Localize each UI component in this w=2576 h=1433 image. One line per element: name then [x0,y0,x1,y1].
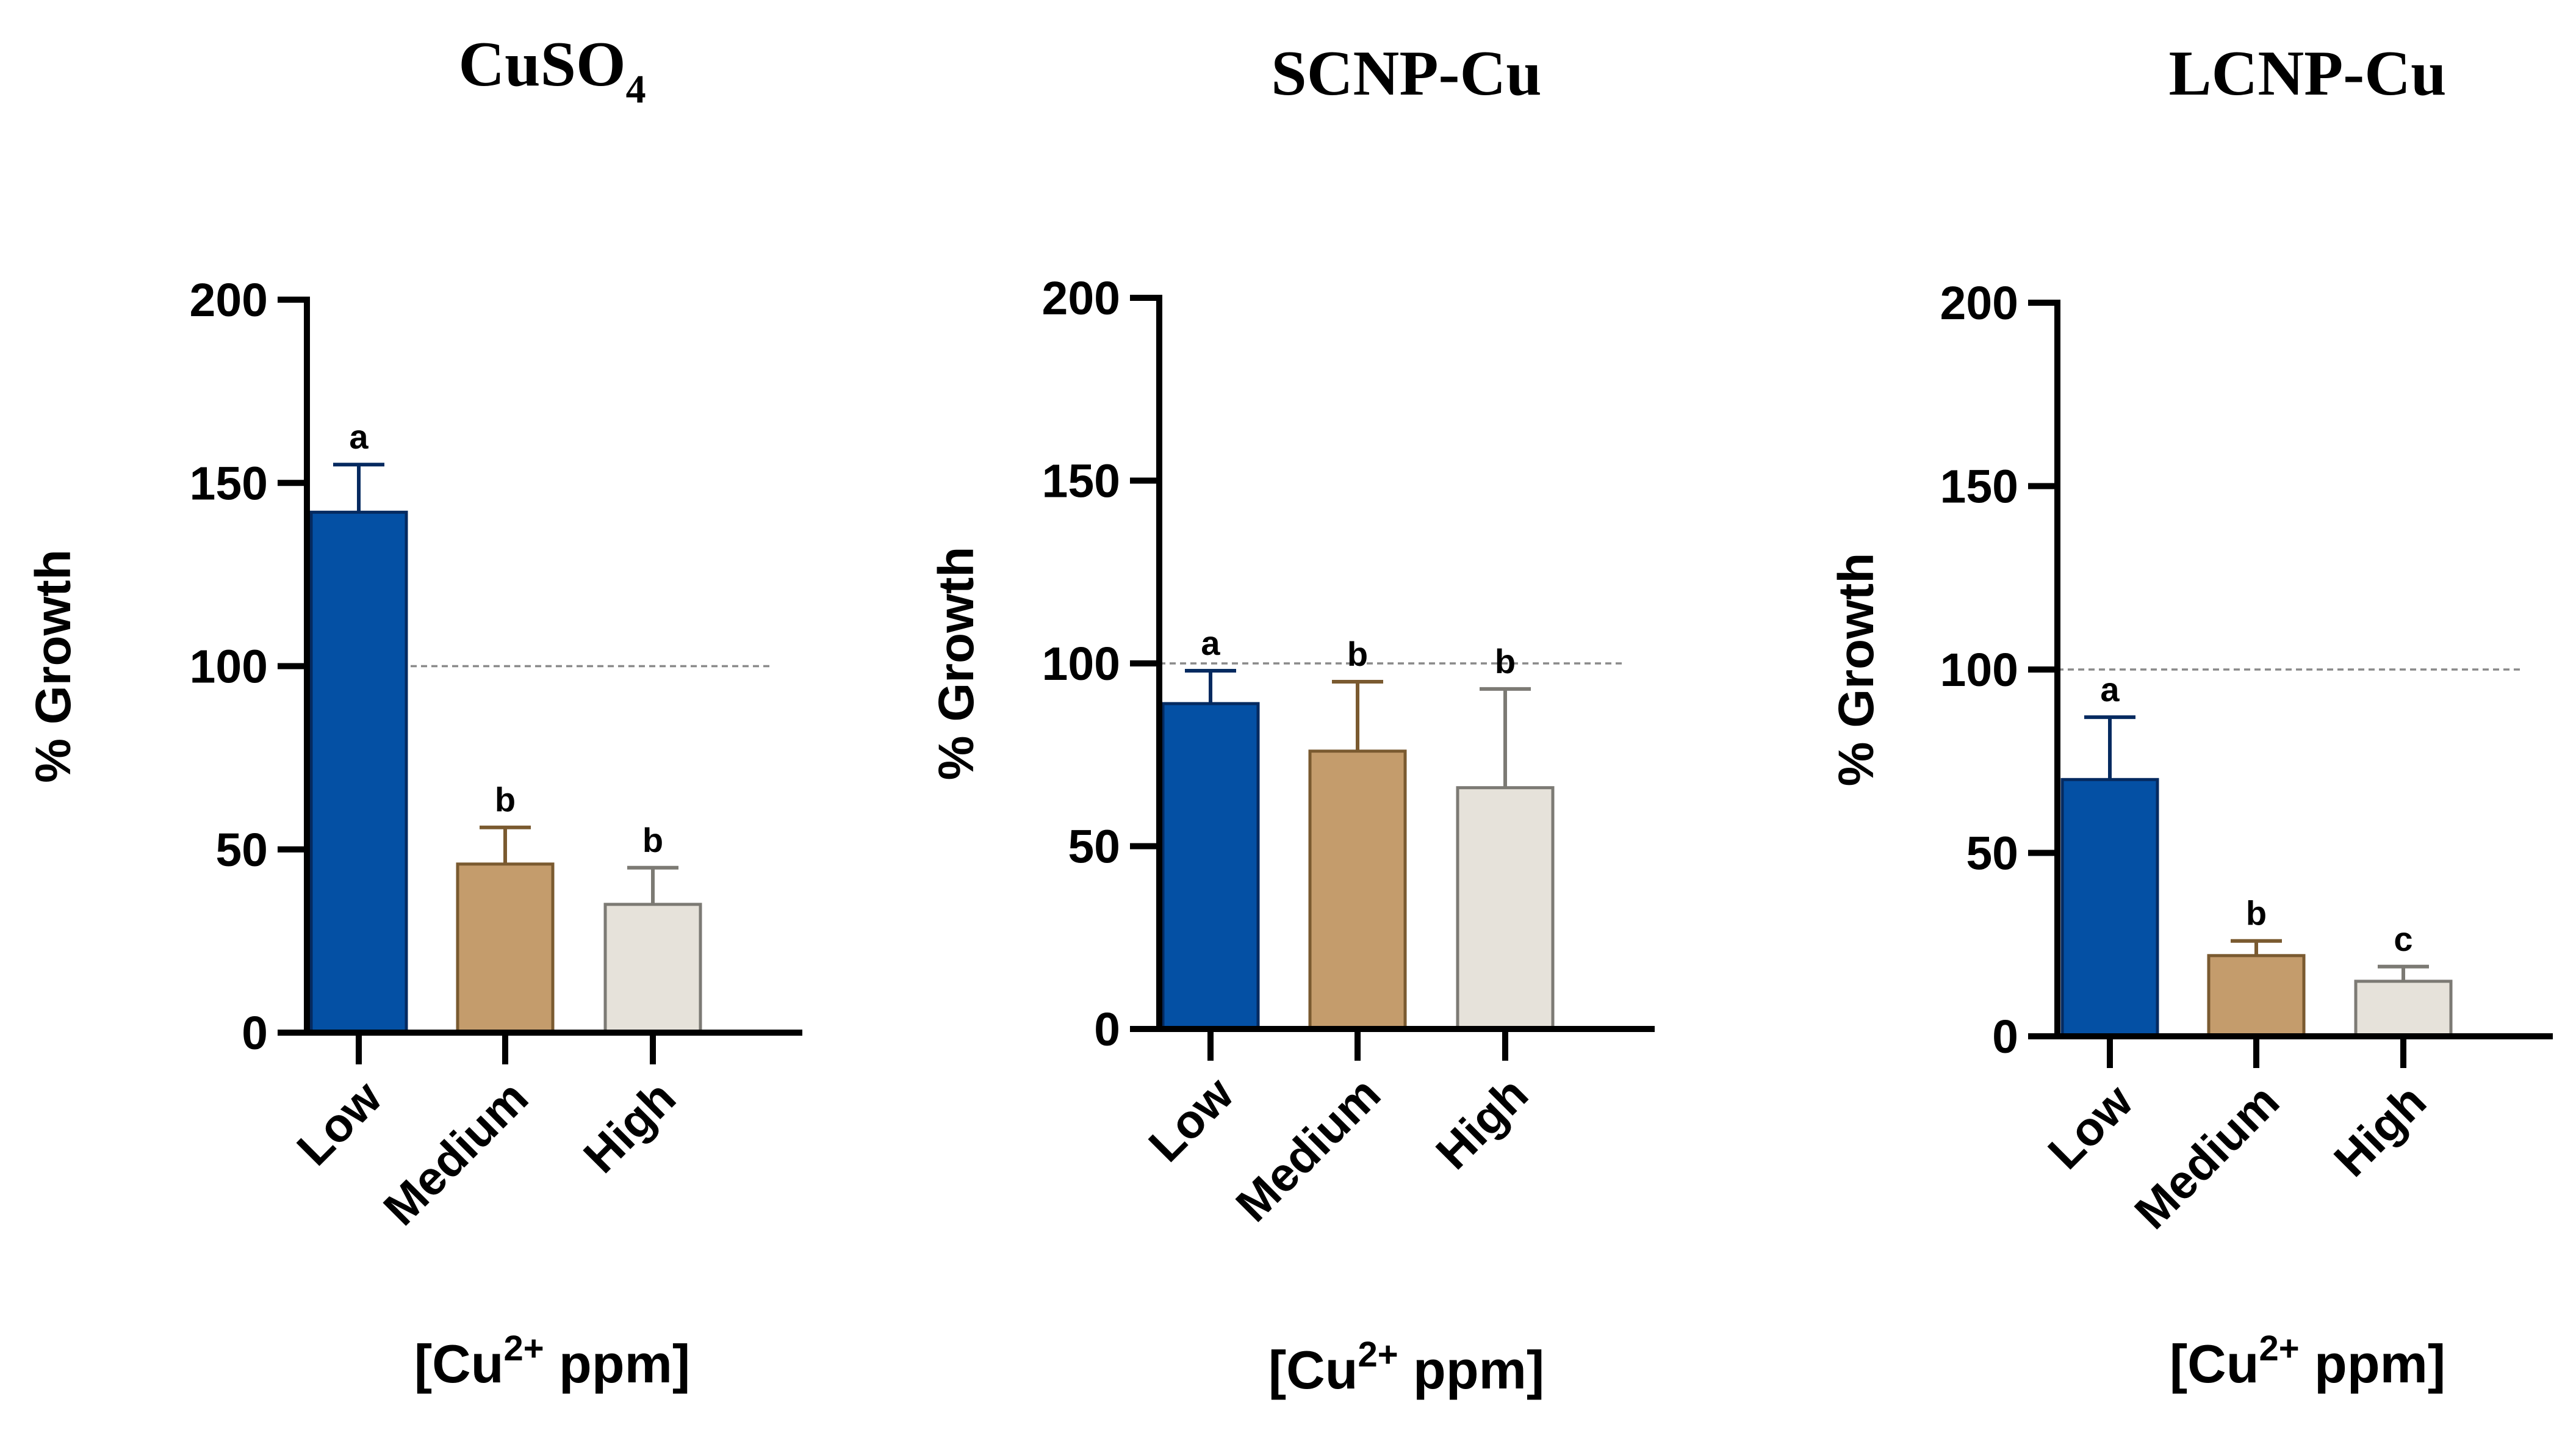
y-tick-label: 200 [1042,272,1120,325]
y-tick-label: 50 [1068,821,1120,873]
significance-letter: a [2100,670,2120,709]
y-tick-label: 100 [1042,638,1120,690]
y-tick-label: 0 [242,1007,268,1059]
y-axis-label: % Growth [1829,553,1884,787]
y-tick-label: 0 [1094,1003,1120,1056]
x-tick-label-high: High [2323,1074,2436,1187]
chart-title-main: LCNP-Cu [2168,37,2446,109]
x-axis-label-post: ppm] [2300,1334,2446,1394]
x-tick-label-high: High [573,1070,686,1183]
error-bar-high [1480,687,1531,788]
bar-low [1161,702,1260,1031]
error-bar-high [627,865,678,904]
bar-medium [456,862,555,1034]
chart-title: SCNP-Cu [1271,37,1541,109]
bar-medium [1308,749,1407,1031]
error-bar-high [2378,964,2429,981]
chart-title-main: CuSO [458,28,625,99]
chart-title: LCNP-Cu [2168,37,2446,109]
bar-high [1456,786,1555,1031]
y-tick-label: 150 [1042,455,1120,508]
significance-letter: b [2246,894,2267,933]
error-bar-medium [1332,679,1383,751]
bar-low [2060,778,2159,1038]
x-tick-label-low: Low [1139,1067,1244,1172]
bar-high [603,903,702,1034]
significance-letter: a [1201,624,1220,662]
x-tick-label-low: Low [287,1070,392,1176]
x-tick-label-low: Low [2038,1074,2143,1180]
y-axis-label: % Growth [26,549,81,783]
x-axis-label-superscript: 2+ [2259,1329,2299,1368]
y-tick-label: 50 [215,824,268,876]
x-axis-label: [Cu2+ ppm] [2170,1329,2445,1394]
significance-letter: b [642,821,663,859]
y-tick-label: 100 [1940,644,2018,696]
y-tick-label: 150 [1940,461,2018,513]
y-tick-label: 50 [1966,828,2018,880]
chart-title-main: SCNP-Cu [1271,37,1541,109]
error-bar-low [2084,715,2135,780]
significance-letter: c [2394,920,2412,958]
x-tick-label-medium: Medium [2124,1074,2289,1240]
bar-medium [2207,954,2306,1038]
x-axis-label: [Cu2+ ppm] [1268,1335,1544,1400]
x-axis-label-post: ppm] [1398,1340,1545,1400]
x-tick-label-high: High [1425,1067,1538,1180]
y-tick-label: 0 [1992,1011,2018,1063]
y-tick-label: 150 [190,457,268,510]
x-tick-label-medium: Medium [1225,1067,1391,1232]
error-bar-low [333,463,384,513]
y-tick-label: 200 [190,274,268,327]
x-tick-label-medium: Medium [373,1070,538,1236]
chart-title-subscript: 4 [626,67,646,112]
error-bar-medium [480,825,531,864]
chart-title: CuSO4 [458,28,646,112]
bar-low [309,510,408,1034]
error-bar-medium [2231,939,2282,956]
x-axis-label: [Cu2+ ppm] [414,1329,690,1394]
x-axis-label-superscript: 2+ [1358,1335,1398,1374]
error-bar-low [1185,668,1236,704]
y-axis-label: % Growth [929,547,984,781]
x-axis-label-post: ppm] [544,1334,691,1394]
significance-letter: b [495,781,516,819]
x-axis-label-pre: [Cu [1268,1340,1358,1400]
x-axis-label-superscript: 2+ [503,1329,544,1368]
significance-letter: b [1347,635,1368,673]
y-tick-label: 100 [190,641,268,693]
significance-letter: a [349,417,369,456]
bar-high [2354,980,2453,1038]
x-axis-label-pre: [Cu [2170,1334,2259,1394]
y-tick-label: 200 [1940,277,2018,330]
x-axis-label-pre: [Cu [414,1334,504,1394]
significance-letter: b [1495,642,1516,680]
